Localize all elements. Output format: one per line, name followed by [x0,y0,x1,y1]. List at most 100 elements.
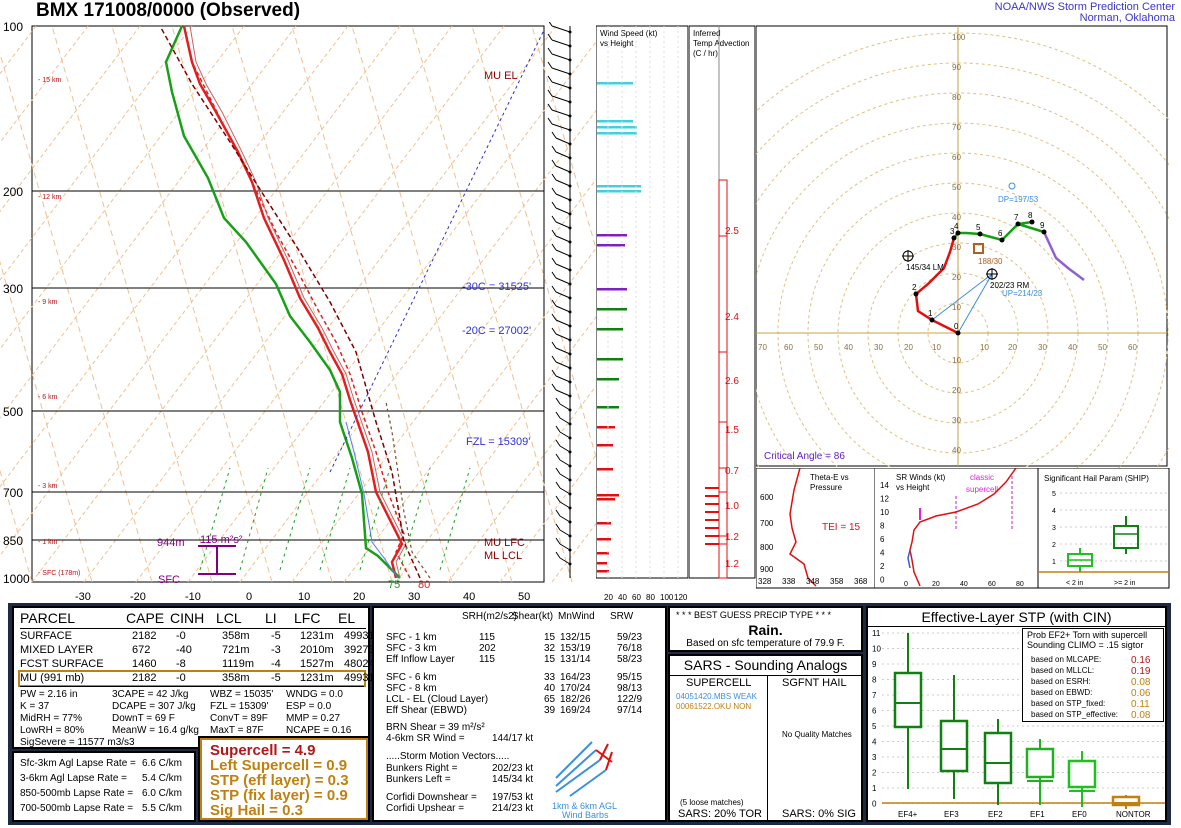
barb-dot [568,58,572,62]
sr-wind-4-6km: 4-6km SR Wind = [386,733,465,744]
sars-divider [670,675,861,676]
barb-dot [568,44,572,48]
stp-prob-box: Prob EF2+ Torn with supercell Sounding C… [1022,628,1164,722]
wind-speed-tick: 40 [618,593,627,602]
wind-barb [555,137,571,145]
hodo-up-label: UP=214/23 [1002,289,1043,298]
kin-cell: 169/24 [560,705,591,716]
hodo-h-label: 50 [1098,343,1107,352]
parcel-cell: SURFACE [20,630,72,642]
lapse-rates-box: Sfc-3km Agl Lapse Rate = 6.6 C/km 3-6km Ag… [12,751,196,822]
wind-barb [551,53,571,61]
hodo-km-label: 5 [976,223,981,232]
temp-adv-value: 2.5 [725,226,739,237]
skewt-panel[interactable]: 944m 115 m²s² SFC 75 80 MU EL -30C = 315… [0,22,600,604]
sr-y-label: 0 [880,576,885,585]
temp-advection-boxes: 2.5 2.4 2.6 1.5 0.7 1.0 1.2 1.2 [705,26,739,579]
parcel-cell: 358m [222,630,250,642]
wind-barb-flag [551,285,557,293]
kin-cell: 95/15 [617,672,643,683]
wind-barb [551,123,571,131]
pressure-label: 850 [3,534,23,548]
wind-barb [559,557,571,565]
parcel-col-header: LCL [216,610,242,626]
temp-tick-label: 50 [518,591,530,603]
sr-winds-title-1: SR Winds (kt) [896,473,946,482]
thermo-index: MaxT = 87F [210,725,264,736]
barb-dot [568,324,572,328]
hodo-km-label: 4 [954,222,959,231]
temp-adv-value: 1.2 [725,532,739,543]
wind-speed-bar [597,426,615,429]
kin-cell: 58/23 [617,654,643,665]
wind-barb-flag [547,61,553,69]
storm-motion-label: Corfidi Downshear = [386,792,477,803]
sars-match-1[interactable]: 04051420.MBS WEAK [676,692,757,701]
kin-cell: 131/14 [560,654,591,665]
hodo-dp-label: DP=197/53 [998,195,1039,204]
stp-box [1111,795,1141,807]
sars-no-quality: No Quality Matches [782,730,852,739]
wind-barb-flag [548,22,553,27]
sr-y-label: 8 [880,522,885,531]
sars-loose: (5 loose matches) [680,798,744,807]
wind-barb-flag [551,145,557,153]
kin-cell: 76/18 [617,643,643,654]
wind-barb [555,263,571,271]
sr-x-label: 20 [932,581,940,588]
wind-barb [551,67,571,75]
wind-speed-bar [597,244,625,247]
parcel-cell: 672 [132,644,151,656]
ship-y-label: 5 [1052,491,1056,498]
hodo-km-label: 0 [954,322,959,331]
adiabat-line [111,25,273,583]
parcel-table: PARCEL CAPE CINH LCL LI LFC EL SURFACE 2182 -0 35… [12,606,377,749]
hodo-km-label: 7 [1014,213,1019,222]
wind-barb-flag [551,271,557,279]
barb-dot [568,226,572,230]
wind-speed-bar [597,288,627,291]
wind-barb [555,151,571,159]
adiabat-line [351,25,513,583]
kin-cell: 132/15 [560,632,591,643]
tei-label: TEI = 15 [822,522,861,533]
wind-barb-flag [555,537,561,545]
lapse-rate-value: 6.6 C/km [142,758,183,769]
stp-panel: Effective-Layer STP (with CIN) 11 10 9 8 7 6 5… [866,606,1167,822]
theta-e-panel: Theta-E vs Pressure TEI = 15 600 700 800 90… [756,468,876,589]
storm-motion-label: Corfidi Upshear = [386,803,465,814]
precip-type-box: * * * BEST GUESS PRECIP TYPE * * * Rain.… [668,606,863,652]
barb-dot [568,380,572,384]
wind-barb-flag [551,383,557,391]
temp-tick-label: -10 [185,591,201,603]
wind-speed-panel: Wind Speed (kt) vs Height 20 40 60 80 100 120 [596,25,689,602]
pressure-label: 100 [3,22,23,34]
wind-barb [551,95,571,103]
theta-e-axes: 600 700 800 900 328 338 348 358 368 [758,493,868,586]
kin-cell: 97/14 [617,705,643,716]
virtual-temp-trace [189,25,407,579]
sr-winds-title-2: vs Height [896,483,930,492]
barb-dot [568,506,572,510]
pressure-label: 1000 [3,572,30,586]
wind-speed-axis: 20 40 60 80 100 120 [604,26,688,602]
kin-row-label: SFC - 6 km [386,672,437,683]
parcel-header-row: PARCEL CAPE CINH LCL LI LFC EL [20,610,366,629]
wind-speed-tick: 120 [674,593,688,602]
hodo-km-dot [913,291,919,297]
wind-speed-bar [597,132,637,135]
hodo-v-label: 80 [952,93,961,102]
hodo-v-label: 20 [952,386,961,395]
ship-title: Significant Hail Param (SHIP) [1044,474,1149,483]
wind-barb [551,25,571,33]
hodo-h-label: 30 [874,343,883,352]
hodo-dp-marker [1008,182,1016,190]
sars-match-2[interactable]: 00061522.OKU NON [676,702,752,711]
hodo-v-label: 90 [952,63,961,72]
barb-dot [568,436,572,440]
wind-barb-flag [555,495,561,503]
barb-dot [568,450,572,454]
kin-cell: 33 [544,672,556,683]
adiabat-line [411,25,573,583]
